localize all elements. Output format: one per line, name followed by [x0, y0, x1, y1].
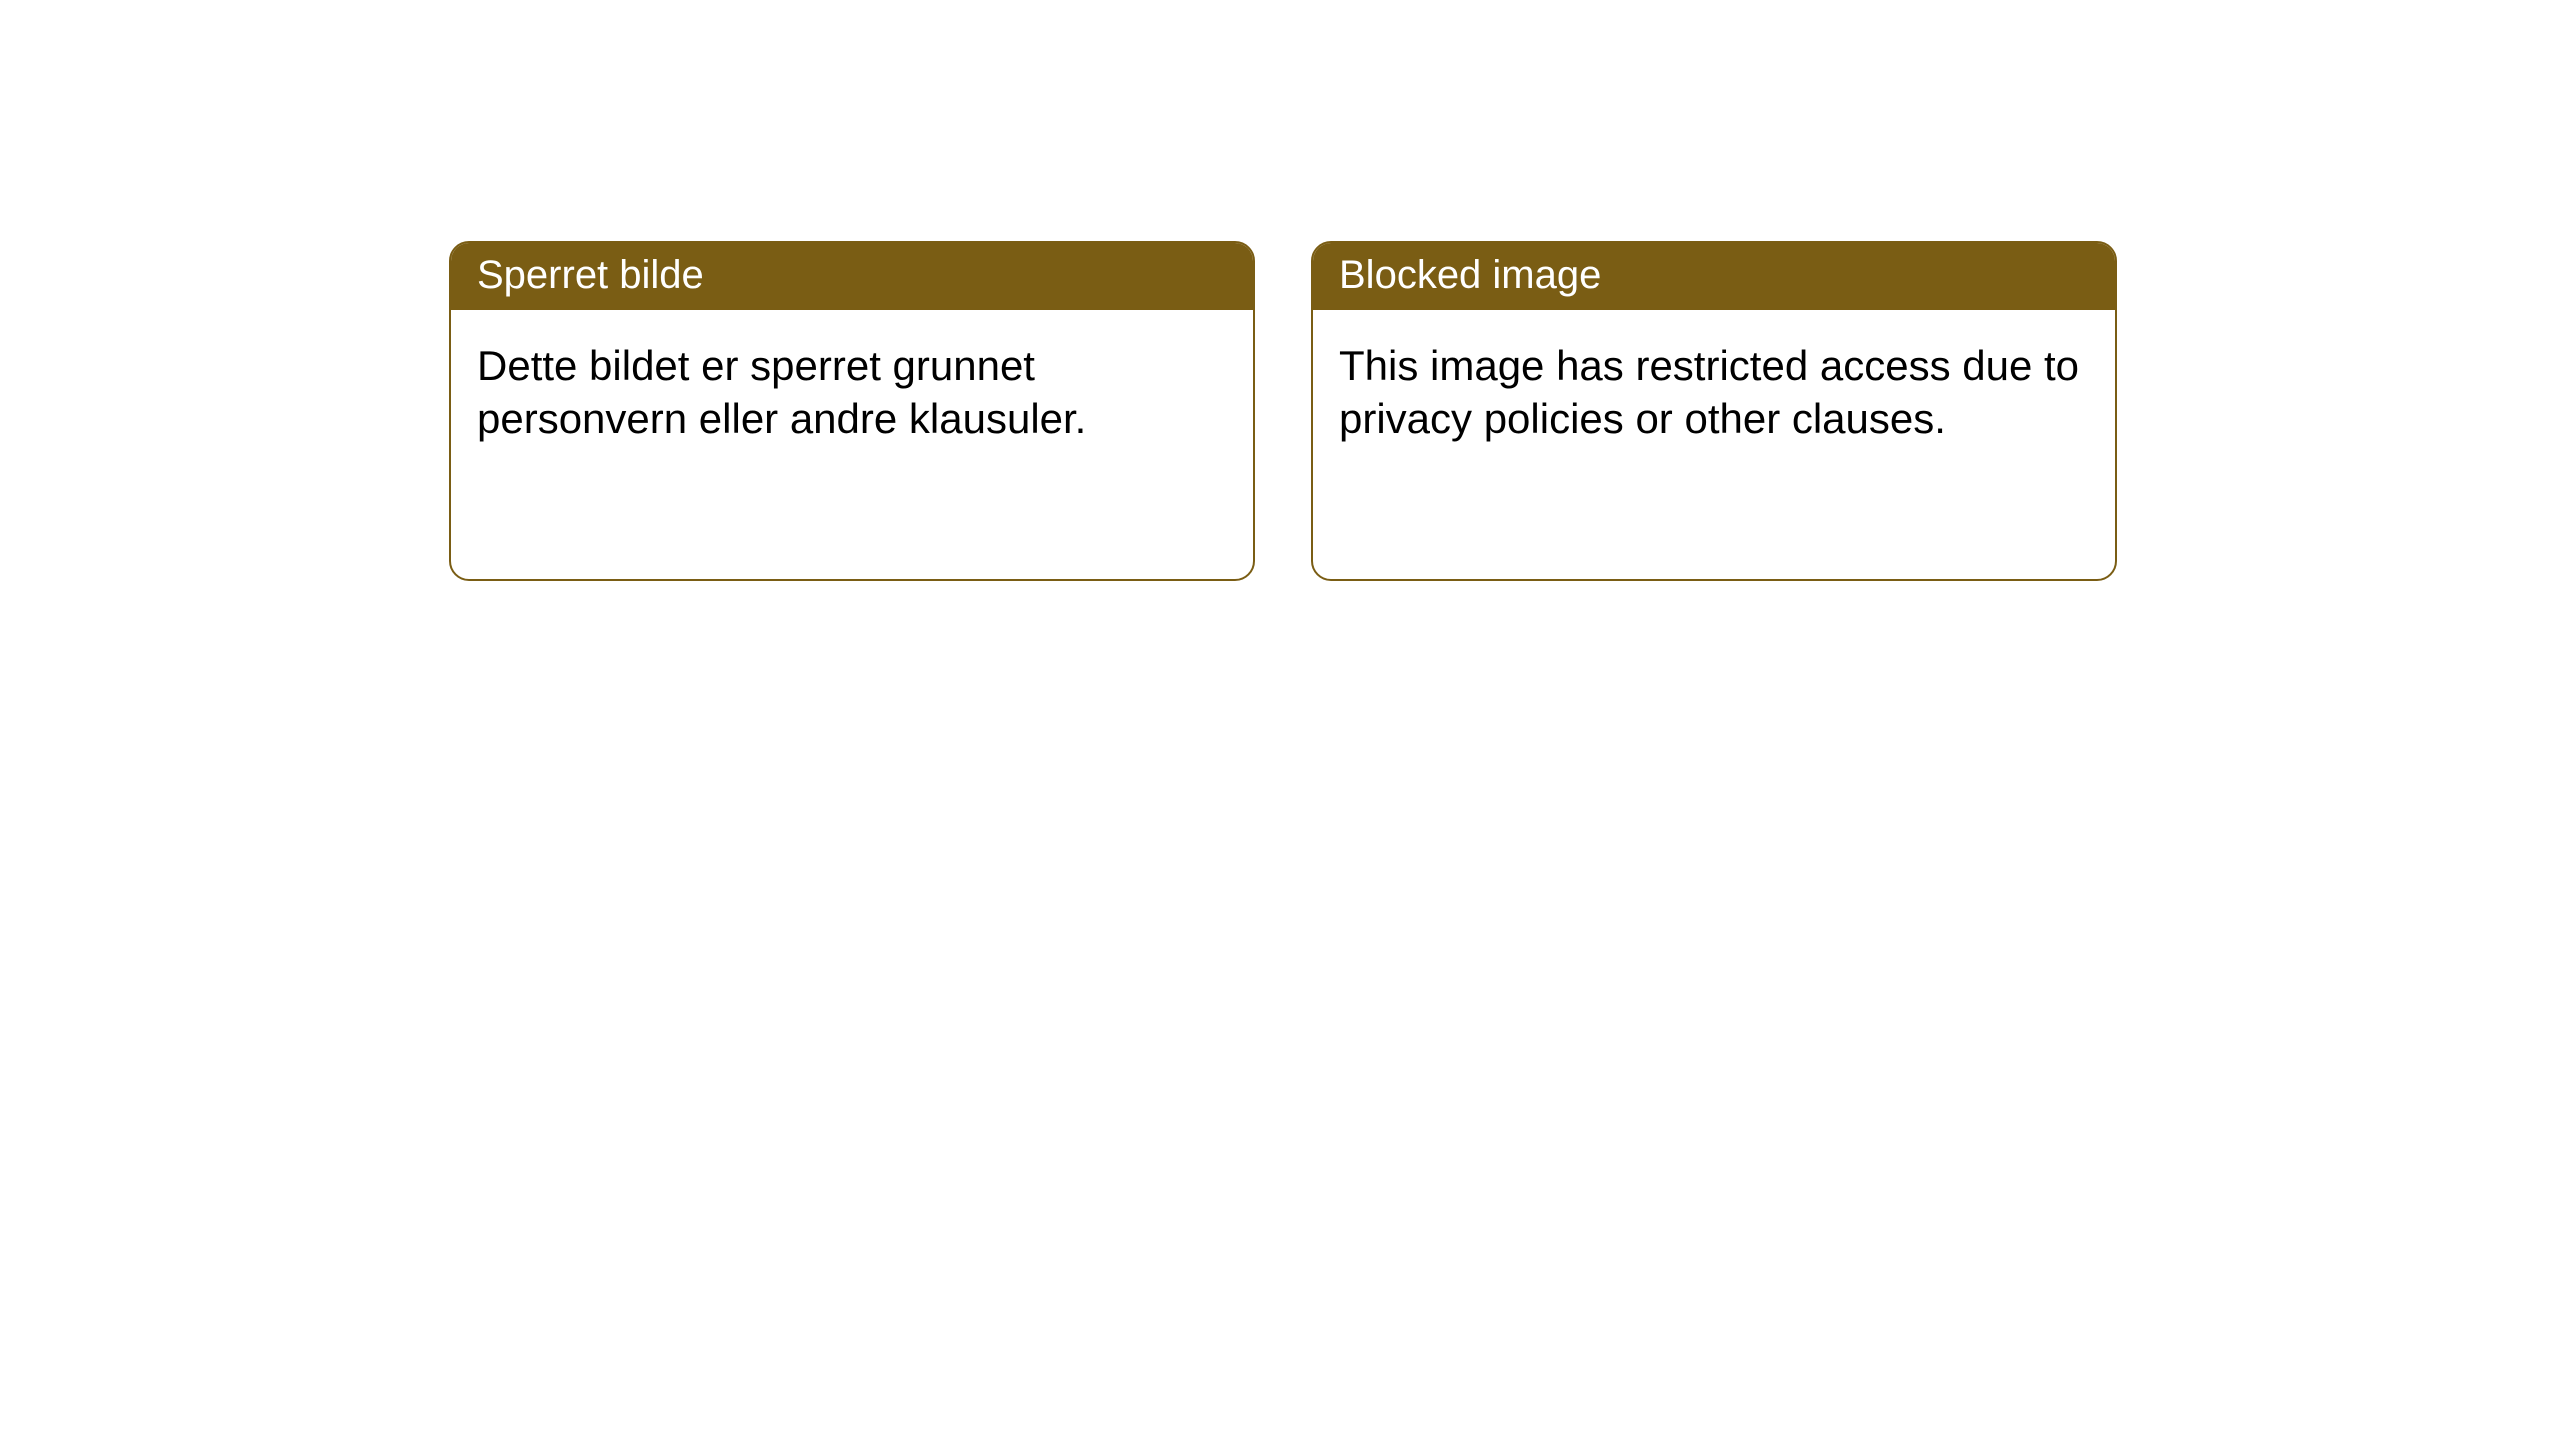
- notice-card-norwegian: Sperret bilde Dette bildet er sperret gr…: [449, 241, 1255, 581]
- notice-header: Sperret bilde: [451, 243, 1253, 310]
- notice-container: Sperret bilde Dette bildet er sperret gr…: [449, 241, 2117, 581]
- notice-card-english: Blocked image This image has restricted …: [1311, 241, 2117, 581]
- notice-body: Dette bildet er sperret grunnet personve…: [451, 310, 1253, 471]
- notice-header: Blocked image: [1313, 243, 2115, 310]
- notice-body: This image has restricted access due to …: [1313, 310, 2115, 471]
